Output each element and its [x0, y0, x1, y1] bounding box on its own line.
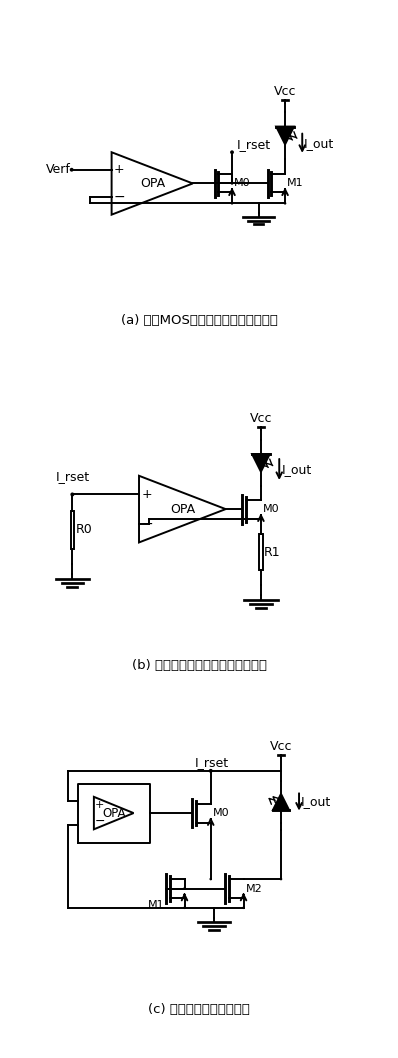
Text: M1: M1 [148, 899, 165, 910]
Text: I_rset: I_rset [237, 138, 271, 151]
Text: Verf: Verf [46, 163, 71, 177]
Polygon shape [252, 454, 270, 472]
Circle shape [210, 878, 211, 879]
Text: OPA: OPA [140, 177, 166, 190]
Text: I_out: I_out [301, 796, 331, 808]
Text: I_rset: I_rset [194, 756, 228, 769]
Text: (b) 基于电流负反馈结构的恒流模块: (b) 基于电流负反馈结构的恒流模块 [131, 659, 267, 672]
Polygon shape [273, 794, 289, 810]
Text: I_out: I_out [281, 463, 312, 476]
Text: (a) 基于MOS管饱和区特性的恒流模块: (a) 基于MOS管饱和区特性的恒流模块 [121, 314, 277, 327]
Text: +: + [114, 163, 125, 177]
Text: R1: R1 [264, 546, 281, 559]
Circle shape [281, 878, 282, 879]
Text: M0: M0 [263, 504, 280, 514]
Text: M2: M2 [246, 883, 263, 894]
Text: −: − [141, 516, 153, 531]
Circle shape [184, 907, 185, 909]
Bar [259, 533, 263, 570]
Text: +: + [141, 488, 152, 500]
Text: M1: M1 [287, 179, 304, 188]
Text: Vcc: Vcc [270, 741, 292, 753]
Text: +: + [95, 800, 105, 810]
Circle shape [260, 518, 261, 519]
Text: (c) 拟合工作区的恒流模块: (c) 拟合工作区的恒流模块 [148, 1003, 250, 1017]
Text: −: − [114, 190, 125, 204]
Text: I_out: I_out [304, 136, 334, 150]
Text: M0: M0 [213, 808, 230, 818]
Text: M0: M0 [234, 179, 251, 188]
Bar [71, 511, 74, 549]
Text: Vcc: Vcc [250, 412, 272, 425]
Circle shape [210, 770, 211, 771]
Text: Vcc: Vcc [274, 86, 297, 98]
Circle shape [184, 888, 185, 889]
Text: OPA: OPA [103, 806, 126, 820]
Text: R0: R0 [75, 524, 92, 536]
Circle shape [285, 203, 286, 204]
Text: OPA: OPA [170, 503, 195, 515]
Text: I_rset: I_rset [55, 470, 90, 482]
Polygon shape [276, 127, 294, 144]
Text: −: − [95, 815, 106, 827]
Circle shape [243, 907, 244, 909]
